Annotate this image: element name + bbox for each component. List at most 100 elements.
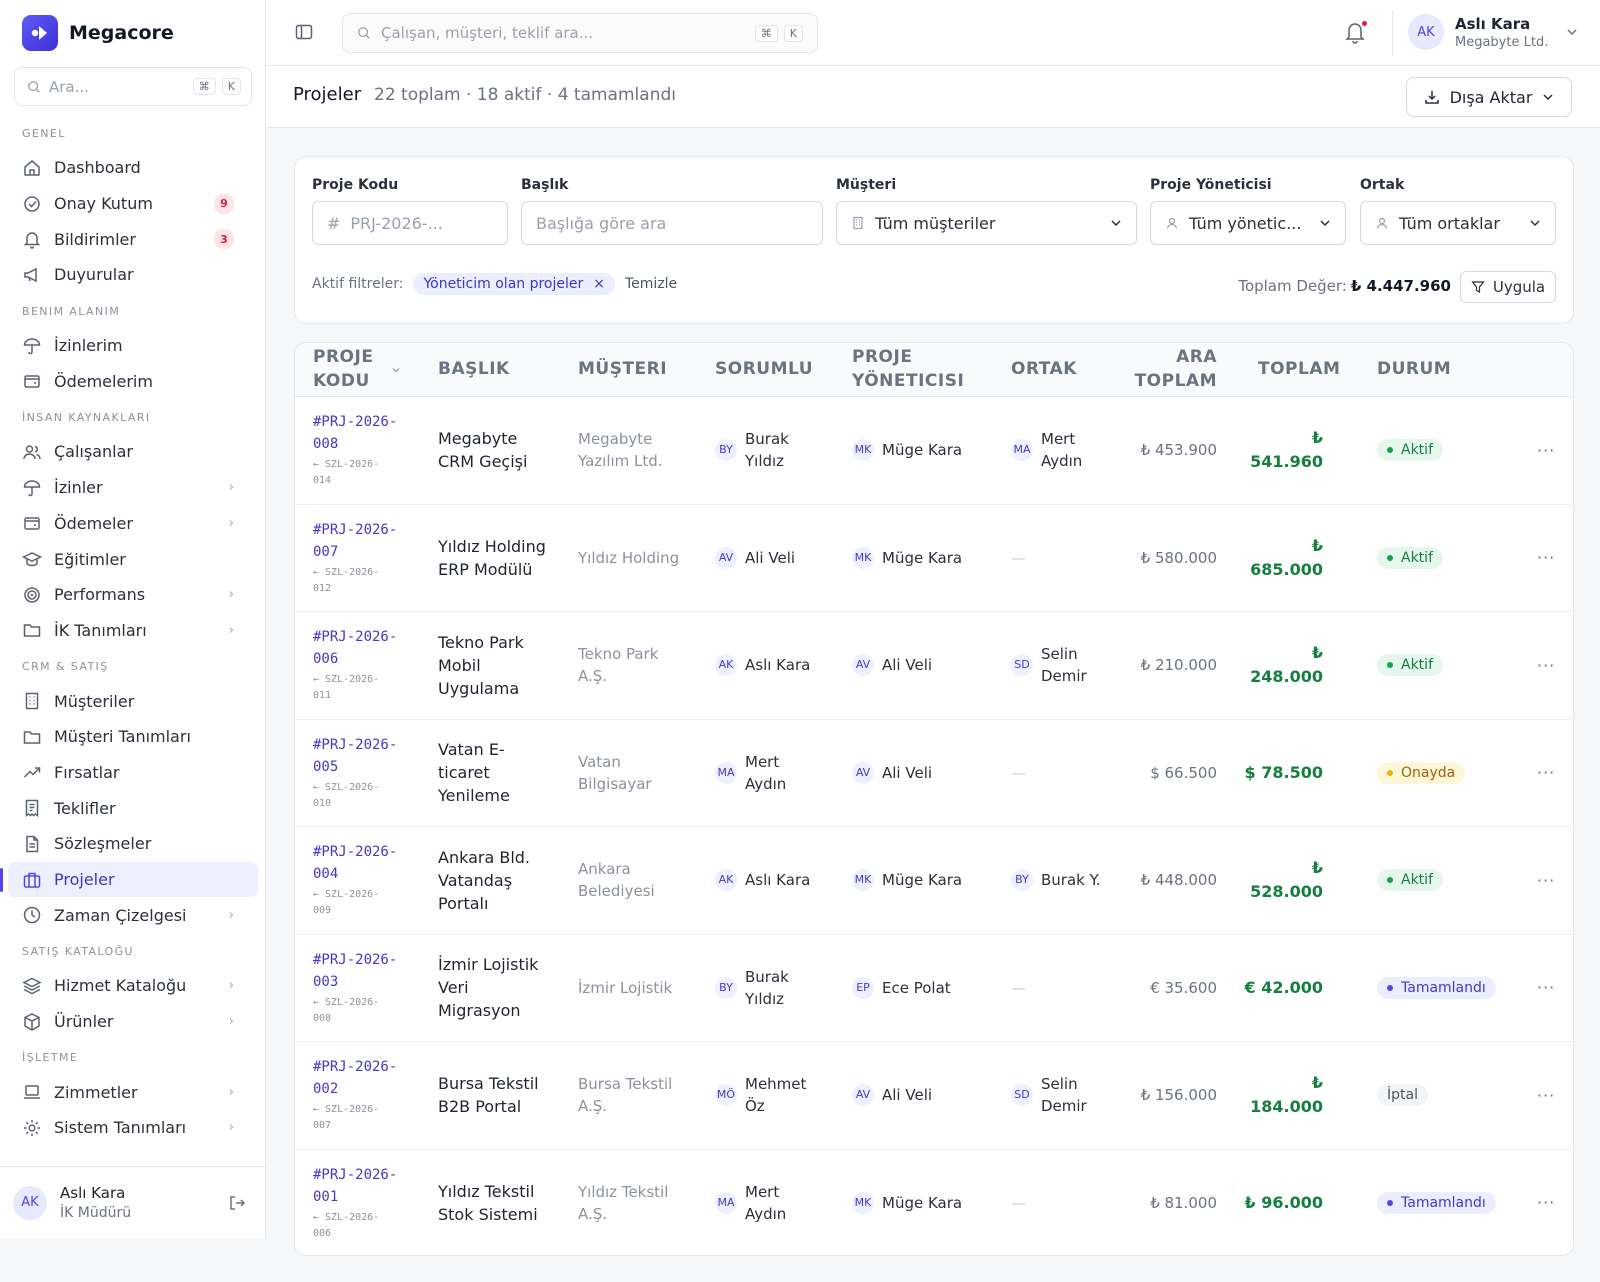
customer-name: İzmir Lojistik [578, 978, 673, 997]
project-code-link[interactable]: #PRJ-2026-008 [313, 414, 398, 453]
sidebar-item-performans[interactable]: Performans › [0, 577, 258, 613]
contract-code[interactable]: ← SZL-2026-010 [313, 781, 380, 809]
person-cell: MA Mert Aydın [1011, 397, 1111, 504]
sidebar-item-onay-kutum[interactable]: Onay Kutum 9 [0, 186, 258, 222]
sidebar-item-zaman-çizelgesi[interactable]: Zaman Çizelgesi › [0, 897, 258, 933]
more-actions-icon[interactable]: ··· [1537, 548, 1556, 568]
sidebar-user[interactable]: AK Aslı Kara İK Müdürü [0, 1166, 266, 1238]
partner-select[interactable]: Tüm ortaklar [1360, 201, 1556, 245]
more-actions-icon[interactable]: ··· [1537, 1193, 1556, 1213]
project-code-link[interactable]: #PRJ-2026-001 [313, 1166, 398, 1205]
manager-select[interactable]: Tüm yönetic... [1150, 201, 1346, 245]
brand[interactable]: Megacore [22, 15, 174, 51]
contract-code[interactable]: ← SZL-2026-011 [313, 674, 380, 702]
sidebar-item-teklifler[interactable]: Teklifler [0, 790, 258, 826]
more-actions-icon[interactable]: ··· [1537, 440, 1556, 460]
sidebar-item-zimmetler[interactable]: Zimmetler › [0, 1074, 258, 1110]
sidebar-item-ürünler[interactable]: Ürünler › [0, 1004, 258, 1040]
project-code-link[interactable]: #PRJ-2026-004 [313, 844, 398, 883]
header-subtotal[interactable]: ARA TOPLAM [1115, 343, 1217, 397]
table-row[interactable]: #PRJ-2026-004 ← SZL-2026-009 Ankara Bld. V… [295, 827, 1573, 935]
contract-code[interactable]: ← SZL-2026-014 [313, 459, 380, 487]
table-row[interactable]: #PRJ-2026-006 ← SZL-2026-011 Tekno Park Mo… [295, 612, 1573, 720]
header-customer[interactable]: MÜŞTERI [578, 343, 667, 397]
user-org: Megabyte Ltd. [1455, 34, 1549, 50]
project-title[interactable]: Yıldız Tekstil Stok Sistemi [438, 1181, 538, 1224]
sidebar-item-eğitimler[interactable]: Eğitimler [0, 541, 258, 577]
project-title[interactable]: Vatan E-ticaret Yenileme [438, 740, 510, 806]
sidebar-item-i-zinlerim[interactable]: İzinlerim [0, 328, 258, 364]
folder-icon [23, 624, 41, 638]
header-partner[interactable]: ORTAK [1011, 343, 1077, 397]
contract-code[interactable]: ← SZL-2026-007 [313, 1104, 380, 1132]
close-icon[interactable]: × [593, 276, 605, 292]
project-code-link[interactable]: #PRJ-2026-007 [313, 521, 398, 560]
sidebar-item-çalışanlar[interactable]: Çalışanlar [0, 434, 258, 470]
user-menu[interactable]: AK Aslı Kara Megabyte Ltd. [1408, 14, 1578, 50]
table-row[interactable]: #PRJ-2026-005 ← SZL-2026-010 Vatan E-ticar… [295, 720, 1573, 827]
project-title[interactable]: Ankara Bld. Vatandaş Portalı [438, 847, 531, 913]
contract-code[interactable]: ← SZL-2026-006 [313, 1211, 380, 1239]
person-name: Müge Kara [882, 441, 963, 460]
table-row[interactable]: #PRJ-2026-001 ← SZL-2026-006 Yıldız Teksti… [295, 1150, 1573, 1256]
sidebar-item-duyurular[interactable]: Duyurular [0, 257, 258, 293]
project-title[interactable]: Yıldız Holding ERP Modülü [438, 536, 546, 579]
sidebar-item-sistem-tanımları[interactable]: Sistem Tanımları › [0, 1110, 258, 1146]
more-actions-icon[interactable]: ··· [1537, 655, 1556, 675]
person-name: Burak Yıldız [745, 430, 789, 471]
contract-code[interactable]: ← SZL-2026-009 [313, 889, 380, 917]
sidebar-item-i-k-tanımları[interactable]: İK Tanımları › [0, 613, 258, 649]
apply-button[interactable]: Uygula [1460, 271, 1556, 303]
customer-name: Bursa Tekstil A.Ş. [578, 1075, 673, 1116]
table-row[interactable]: #PRJ-2026-008 ← SZL-2026-014 Megabyte CRM … [295, 397, 1573, 505]
project-title[interactable]: Tekno Park Mobil Uygulama [438, 632, 524, 698]
sidebar-search-placeholder: Ara... [49, 77, 89, 96]
sidebar-item-sözleşmeler[interactable]: Sözleşmeler [0, 826, 258, 862]
sidebar-item-müşteri-tanımları[interactable]: Müşteri Tanımları [0, 719, 258, 755]
sidebar-item-hizmet-kataloğu[interactable]: Hizmet Kataloğu › [0, 968, 258, 1004]
table-row[interactable]: #PRJ-2026-002 ← SZL-2026-007 Bursa Tekstil… [295, 1042, 1573, 1150]
header-manager[interactable]: PROJE YÖNETICISI [852, 343, 982, 397]
project-code-link[interactable]: #PRJ-2026-003 [313, 951, 398, 990]
project-code-link[interactable]: #PRJ-2026-006 [313, 629, 398, 668]
active-filter-chip[interactable]: Yöneticim olan projeler × [413, 273, 615, 295]
global-search[interactable]: Çalışan, müşteri, teklif ara... ⌘ K [342, 13, 818, 53]
total-value: ₺ 248.000 [1250, 643, 1323, 687]
notification-bell-icon[interactable] [1344, 20, 1366, 44]
sidebar-item-i-zinler[interactable]: İzinler › [0, 470, 258, 506]
sidebar-toggle-icon[interactable] [294, 22, 314, 42]
sidebar-item-bildirimler[interactable]: Bildirimler 3 [0, 221, 258, 257]
project-title[interactable]: Bursa Tekstil B2B Portal [438, 1074, 539, 1117]
more-actions-icon[interactable]: ··· [1537, 978, 1556, 998]
table-row[interactable]: #PRJ-2026-007 ← SZL-2026-012 Yıldız Holdin… [295, 505, 1573, 612]
sidebar-item-müşteriler[interactable]: Müşteriler [0, 683, 258, 719]
table-row[interactable]: #PRJ-2026-003 ← SZL-2026-008 İzmir Lojisti… [295, 935, 1573, 1042]
more-actions-icon[interactable]: ··· [1537, 1085, 1556, 1105]
export-button[interactable]: Dışa Aktar [1406, 77, 1572, 117]
header-total[interactable]: TOPLAM [1258, 343, 1340, 397]
sidebar-search[interactable]: Ara... ⌘ K [14, 67, 252, 106]
sidebar-item-fırsatlar[interactable]: Fırsatlar [0, 755, 258, 791]
clear-filters-link[interactable]: Temizle [625, 276, 678, 292]
sidebar-item-ödemeler[interactable]: Ödemeler › [0, 506, 258, 542]
customer-select[interactable]: Tüm müşteriler [836, 201, 1137, 245]
header-status[interactable]: DURUM [1377, 343, 1451, 397]
sidebar-item-projeler[interactable]: Projeler [0, 861, 258, 898]
sidebar-item-dashboard[interactable]: Dashboard [0, 150, 258, 186]
contract-code[interactable]: ← SZL-2026-012 [313, 566, 380, 594]
logout-icon[interactable] [228, 1194, 246, 1212]
project-code-link[interactable]: #PRJ-2026-002 [313, 1059, 398, 1098]
header-title[interactable]: BAŞLIK [438, 343, 510, 397]
project-code-link[interactable]: #PRJ-2026-005 [313, 736, 398, 775]
contract-code[interactable]: ← SZL-2026-008 [313, 996, 380, 1024]
project-code-input[interactable]: # PRJ-2026-... [312, 201, 508, 245]
sidebar-item-ödemelerim[interactable]: Ödemelerim [0, 363, 258, 399]
header-code[interactable]: PROJE KODU [313, 343, 395, 397]
sort-chevron-icon[interactable] [391, 365, 401, 375]
title-search-input[interactable]: Başlığa göre ara [521, 201, 823, 245]
more-actions-icon[interactable]: ··· [1537, 870, 1556, 890]
project-title[interactable]: İzmir Lojistik Veri Migrasyon [438, 955, 539, 1021]
project-title[interactable]: Megabyte CRM Geçişi [438, 429, 528, 472]
header-owner[interactable]: SORUMLU [715, 343, 813, 397]
more-actions-icon[interactable]: ··· [1537, 763, 1556, 783]
